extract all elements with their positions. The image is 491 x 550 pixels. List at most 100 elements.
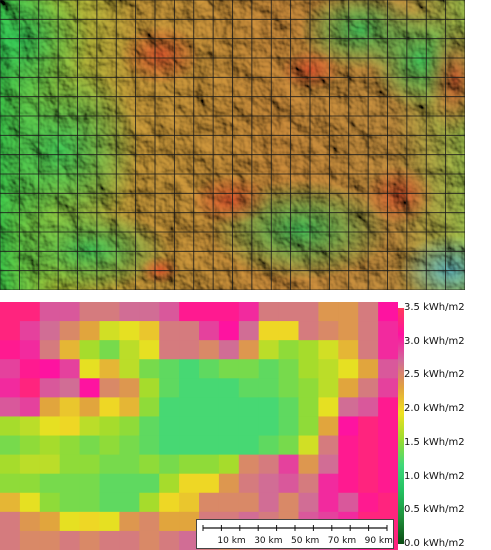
heatmap-cell xyxy=(298,397,319,417)
heatmap-cell xyxy=(298,321,319,341)
heatmap-cell xyxy=(99,435,120,456)
heatmap-cell xyxy=(139,321,160,341)
heatmap-cell xyxy=(159,473,180,494)
heatmap-cell xyxy=(238,378,260,398)
heatmap-cell xyxy=(139,359,160,379)
heatmap-cell xyxy=(119,340,140,360)
scale-bar-label: 90 km xyxy=(364,536,393,546)
scale-bar-label: 30 km xyxy=(254,536,283,546)
heatmap-cell xyxy=(179,416,200,437)
heatmap-cell xyxy=(258,321,280,341)
colorbar-tick-label: 2.0 kWh/m2 xyxy=(404,403,465,415)
heatmap-cell xyxy=(39,302,61,322)
heatmap-cell xyxy=(378,397,398,417)
heatmap-cell xyxy=(0,511,21,532)
heatmap-cell xyxy=(199,321,220,341)
heatmap-cell xyxy=(79,492,100,513)
heatmap-cell xyxy=(378,302,398,322)
heatmap-cell xyxy=(298,340,319,360)
heatmap-cell xyxy=(378,321,398,341)
scale-bar-label: 70 km xyxy=(327,536,357,546)
heatmap-cell xyxy=(258,492,280,513)
heatmap-cell xyxy=(318,416,339,437)
heatmap-cell xyxy=(179,492,200,513)
heatmap-cell xyxy=(298,473,319,494)
heatmap-cell xyxy=(119,416,140,437)
heatmap-cell xyxy=(159,397,180,417)
heatmap-cell xyxy=(99,530,120,550)
colorbar-tick-label: 3.5 kWh/m2 xyxy=(404,302,465,313)
colorbar-gradient xyxy=(398,308,404,544)
heatmap-cell xyxy=(79,435,100,456)
heatmap-cell xyxy=(159,492,180,513)
terrain-relief-map xyxy=(0,0,465,290)
heatmap-cell xyxy=(0,435,21,456)
heatmap-cell xyxy=(318,397,339,417)
heatmap-cell xyxy=(199,359,220,379)
heatmap-cell xyxy=(39,416,61,437)
heatmap-cell xyxy=(179,397,200,417)
heatmap-cell xyxy=(199,492,220,513)
heatmap-cell xyxy=(19,492,41,513)
heatmap-cell xyxy=(39,340,61,360)
heatmap-cell xyxy=(119,454,140,475)
colorbar-tick-label: 0.5 kWh/m2 xyxy=(404,504,465,516)
heatmap-cell xyxy=(139,511,160,532)
heatmap-cell xyxy=(119,302,140,322)
heatmap-cell xyxy=(0,454,21,475)
heatmap-cell xyxy=(338,340,359,360)
heatmap-cell xyxy=(39,397,61,417)
heatmap-cell xyxy=(59,321,81,341)
heatmap-cell xyxy=(338,435,359,456)
heatmap-cell xyxy=(79,416,100,437)
heatmap-cell xyxy=(238,435,260,456)
heatmap-cell xyxy=(358,302,379,322)
heatmap-cell xyxy=(199,378,220,398)
heatmap-cell xyxy=(139,435,160,456)
heatmap-cell xyxy=(19,321,41,341)
heatmap-cell xyxy=(59,454,81,475)
heatmap-cell xyxy=(0,359,21,379)
heatmap-cell xyxy=(378,492,398,513)
heatmap-cell xyxy=(99,492,120,513)
heatmap-cell xyxy=(238,321,260,341)
heatmap-cell xyxy=(0,473,21,494)
heatmap-cell xyxy=(79,397,100,417)
heatmap-cell xyxy=(318,378,339,398)
heatmap-cell xyxy=(338,492,359,513)
heatmap-cell xyxy=(99,302,120,322)
heatmap-cell xyxy=(358,397,379,417)
heatmap-cell xyxy=(59,473,81,494)
heatmap-cell xyxy=(0,492,21,513)
scale-bar-label: 50 km xyxy=(291,536,320,546)
heatmap-cell xyxy=(179,340,200,360)
heatmap-cell xyxy=(19,511,41,532)
heatmap-cell xyxy=(318,340,339,360)
heatmap-cell xyxy=(179,321,200,341)
heatmap-cell xyxy=(39,473,61,494)
heatmap-cell xyxy=(378,359,398,379)
heatmap-cell xyxy=(59,435,81,456)
heatmap-cell xyxy=(39,492,61,513)
heatmap-cell xyxy=(179,435,200,456)
heatmap-cell xyxy=(159,321,180,341)
heatmap-cell xyxy=(218,473,240,494)
heatmap-cell xyxy=(59,511,81,532)
heatmap-cell xyxy=(19,473,41,494)
heatmap-cell xyxy=(39,435,61,456)
heatmap-cell xyxy=(238,359,260,379)
scale-bar-label: 10 km xyxy=(217,536,246,546)
heatmap-cell xyxy=(278,454,299,475)
heatmap-cell xyxy=(79,473,100,494)
heatmap-cell xyxy=(99,397,120,417)
heatmap-cell xyxy=(258,416,280,437)
irradiance-heatmap xyxy=(0,302,398,550)
heatmap-cell xyxy=(238,492,260,513)
heatmap-cell xyxy=(159,530,180,550)
heatmap-cell xyxy=(0,397,21,417)
heatmap-cell xyxy=(139,530,160,550)
heatmap-cell xyxy=(278,492,299,513)
heatmap-cell xyxy=(358,454,379,475)
heatmap-cell xyxy=(238,340,260,360)
colorbar-tick-label: 2.5 kWh/m2 xyxy=(404,369,465,381)
